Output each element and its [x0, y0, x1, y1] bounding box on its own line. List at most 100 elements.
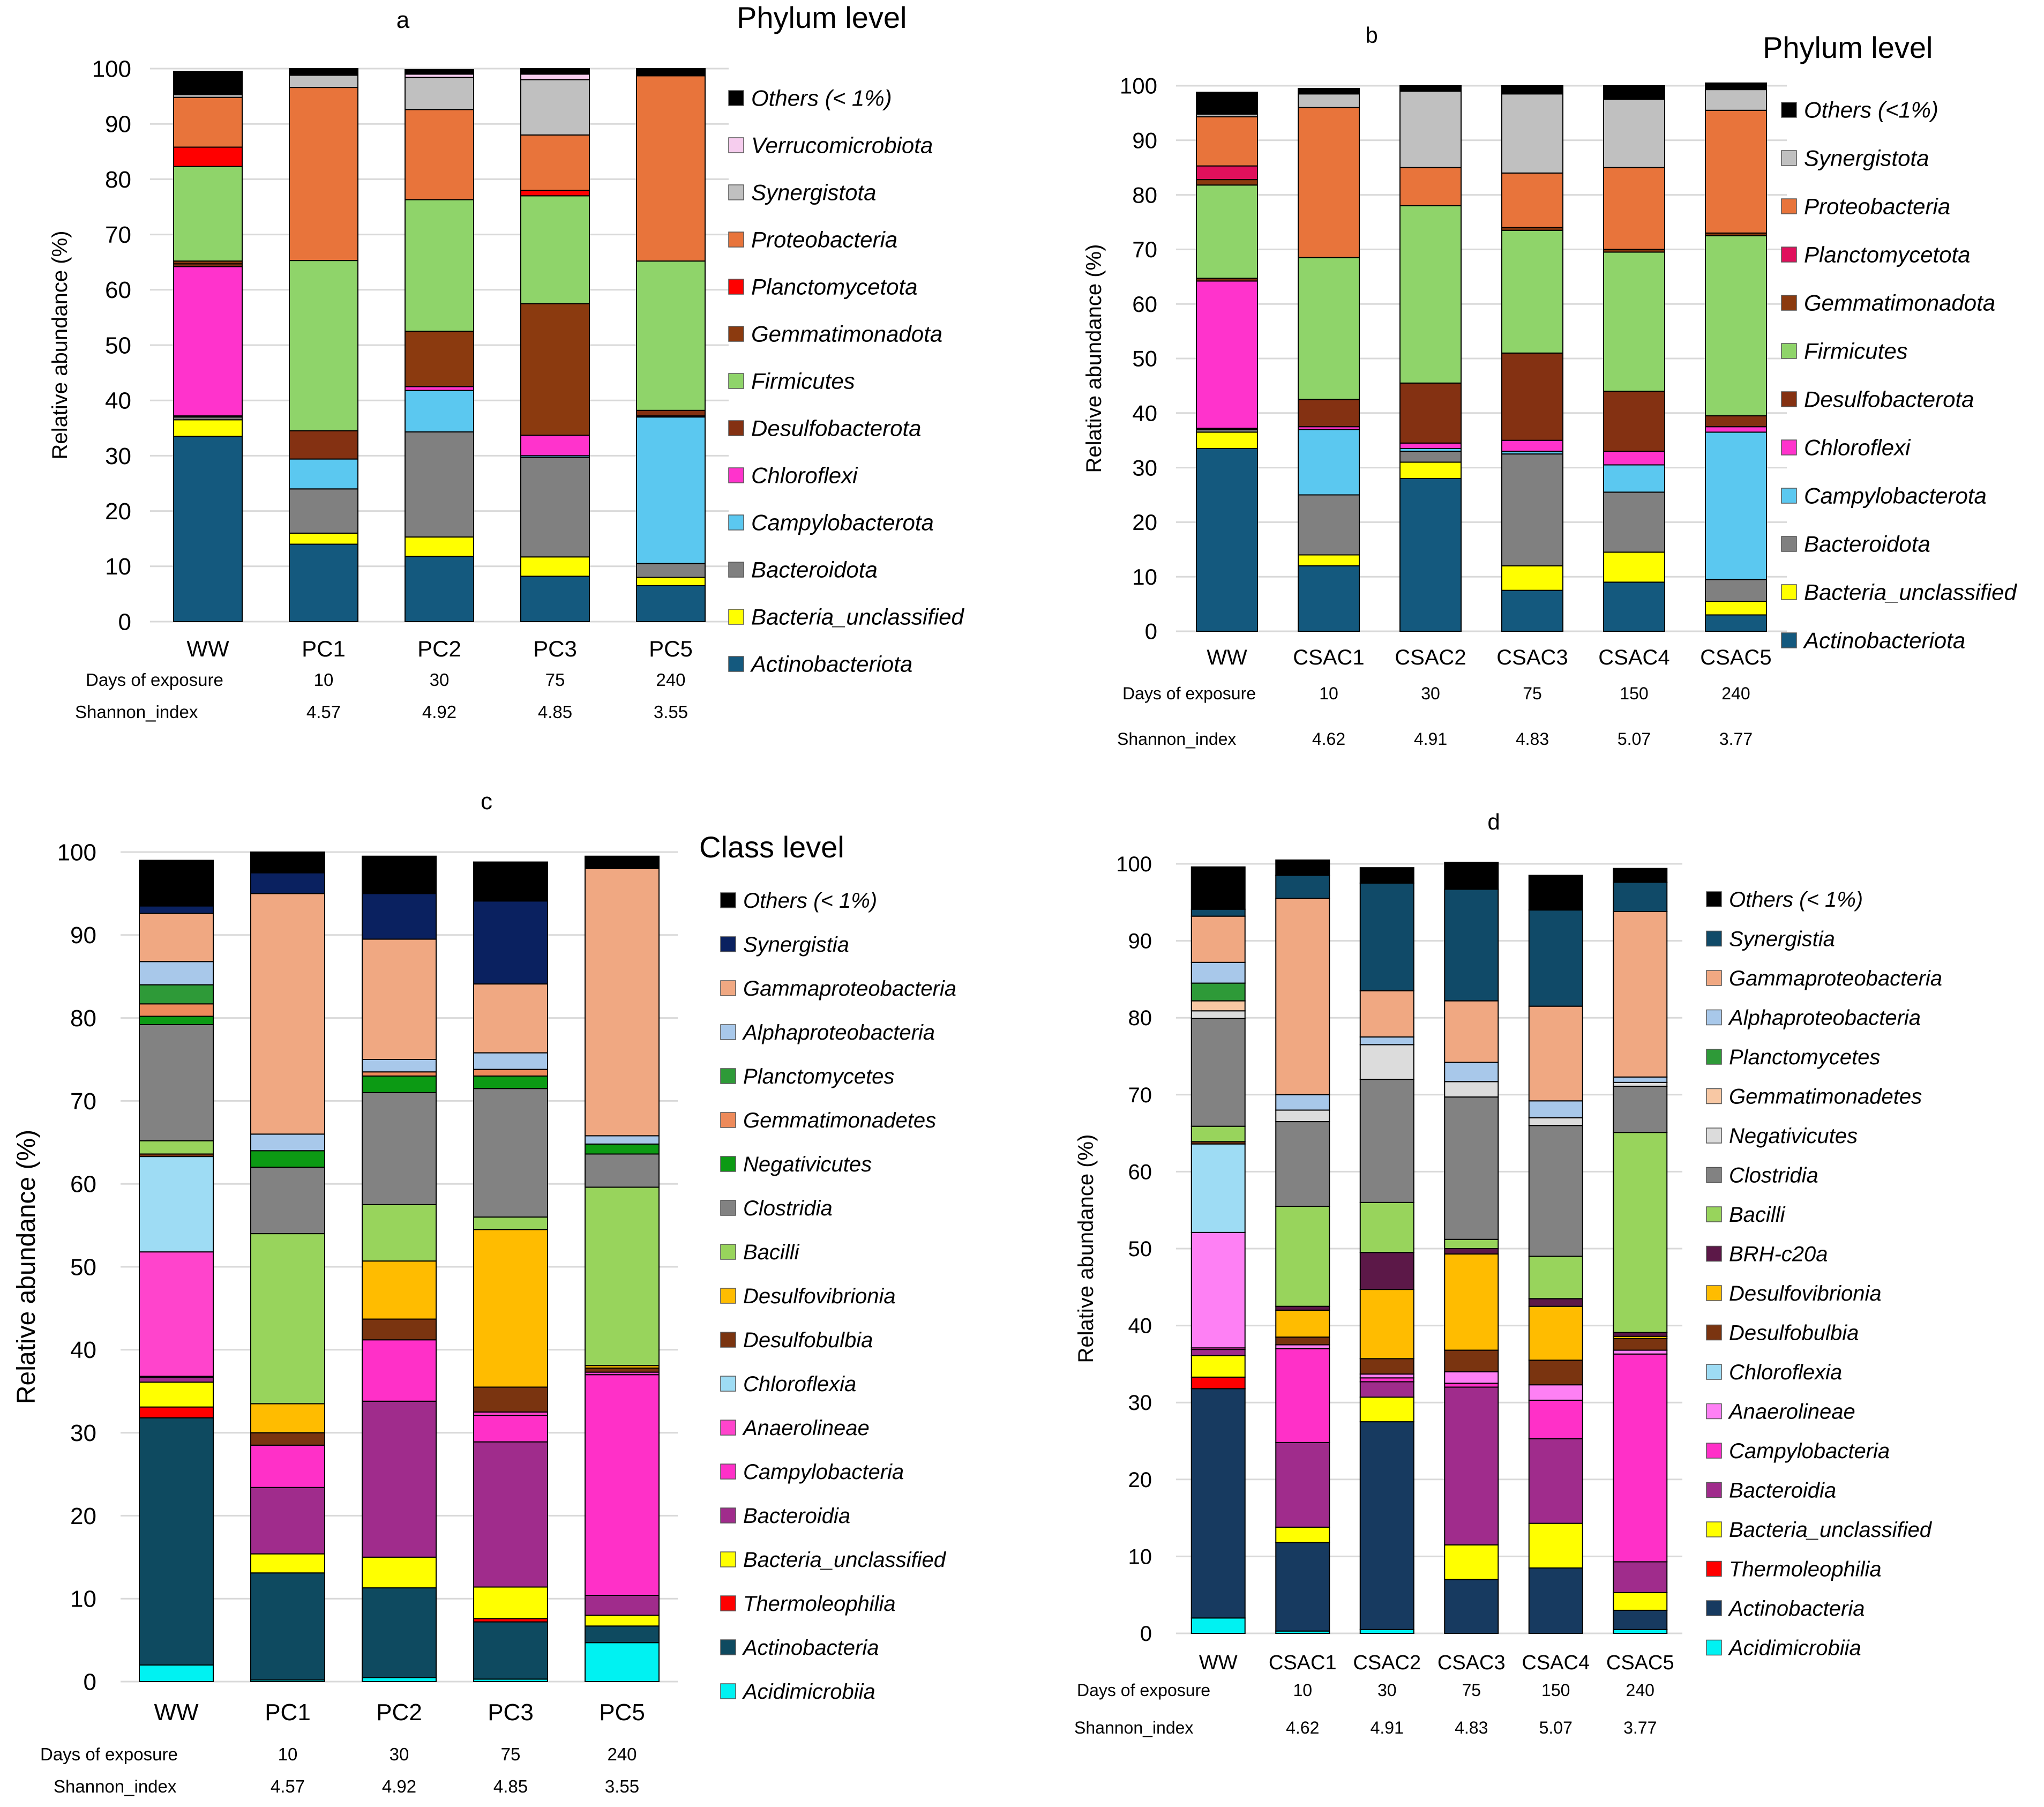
bar-segment-bacteria-unclassified [585, 1615, 660, 1627]
bar-segment-actinobacteriota [289, 543, 358, 623]
legend-swatch [720, 1463, 736, 1480]
legend-label: Bacteria_unclassified [751, 604, 965, 630]
legend-label: Proteobacteria [751, 227, 897, 252]
legend-swatch [1706, 1600, 1722, 1616]
shannon-row-label: Shannon_index [1074, 1718, 1193, 1737]
legend-swatch [728, 232, 744, 248]
days-value: 10 [314, 670, 334, 690]
bar-segment-desulfobulbia [362, 1318, 437, 1341]
bar-segment-chloroflexi [1196, 280, 1258, 429]
bar-segment-chloroflexi [1705, 426, 1767, 433]
legend-swatch [1706, 891, 1722, 907]
bar-segment-firmicutes [289, 260, 358, 431]
legend-swatch [1781, 632, 1797, 648]
days-value: 150 [1541, 1681, 1570, 1700]
y-tick-label: 30 [70, 1420, 96, 1446]
y-tick-label: 10 [105, 554, 131, 580]
bar-segment-proteobacteria [1501, 172, 1563, 228]
bar-segment-synergistia [1528, 909, 1583, 1007]
bar-segment-clostridia [139, 1024, 214, 1141]
bar-segment-alphaproteobacteria [473, 1052, 548, 1070]
bar-segment-bacteria-unclassified [1399, 461, 1462, 479]
bar-segment-actinobacteria [139, 1417, 214, 1666]
bar-segment-clostridia [585, 1153, 660, 1188]
legend-item: Thermoleophilia [720, 1592, 896, 1616]
bar-segment-others-1- [1298, 88, 1360, 95]
legend-swatch [720, 1024, 736, 1040]
bar-segment-campylobacterota [289, 458, 358, 490]
bar-segment-campylobacterota [1603, 464, 1665, 493]
bar-segment-desulfobacterota [636, 409, 706, 417]
legend-swatch [728, 184, 744, 200]
bar-segment-bacilli [1528, 1256, 1583, 1300]
bar-segment-synergistia [362, 893, 437, 940]
legend-swatch [728, 90, 744, 106]
days-value: 150 [1620, 684, 1648, 703]
shannon-value: 4.62 [1312, 729, 1345, 749]
bar-segment-bacteria-unclassified [1444, 1544, 1499, 1580]
bar-segment-others-1- [1275, 859, 1330, 876]
y-tick-label: 60 [70, 1171, 96, 1198]
legend-label: Planctomycetes [1729, 1046, 1880, 1069]
legend-label: Bacteria_unclassified [1804, 580, 2018, 605]
y-tick-label: 30 [1132, 455, 1157, 480]
legend-item: Proteobacteria [1781, 194, 1950, 219]
bar-segment-firmicutes [1298, 257, 1360, 400]
legend-label: Bacilli [1729, 1203, 1786, 1227]
bar-segment-negativicutes [1528, 1117, 1583, 1126]
shannon-row-label: Shannon_index [1117, 729, 1236, 749]
bar-segment-brh-c20a [1275, 1305, 1330, 1311]
bar-segment-bacteroidota [520, 457, 590, 558]
shannon-value: 4.92 [422, 702, 456, 722]
legend-label: Alphaproteobacteria [742, 1021, 935, 1044]
legend-label: Chloroflexia [1729, 1361, 1842, 1384]
bar-segment-others-1- [362, 855, 437, 894]
shannon-value: 4.92 [382, 1776, 416, 1796]
bar-segment-others-1- [1196, 92, 1258, 115]
bar-segment-proteobacteria [520, 134, 590, 191]
bar-segment-proteobacteria [1399, 167, 1462, 206]
bar-segment-others-1- [139, 860, 214, 907]
legend-swatch [1706, 1009, 1722, 1026]
shannon-value: 5.07 [1618, 729, 1651, 749]
y-axis-label: Relative abundance (%) [1074, 1134, 1098, 1363]
bar-segment-others-1- [1613, 868, 1668, 883]
bar-segment-proteobacteria [1298, 107, 1360, 258]
legend-label: Bacteroidota [751, 557, 878, 583]
bar-segment-synergistia [1191, 908, 1246, 917]
bar-segment-bacteroidota [1501, 453, 1563, 566]
legend-label: Planctomycetes [743, 1065, 894, 1088]
bar-segment-bacteroidia [473, 1441, 548, 1588]
bar-segment-planctomycetota [1196, 165, 1258, 181]
x-tick-label: WW [186, 636, 229, 661]
legend-label: Gammaproteobacteria [1729, 967, 1942, 990]
bar-segment-bacilli [1191, 1125, 1246, 1143]
bar-segment-gemmatimonadetes [139, 1003, 214, 1017]
y-tick-label: 60 [1132, 292, 1157, 317]
bar-segment-desulfobulbia [250, 1432, 325, 1446]
bar-segment-desulfobacterota [1298, 399, 1360, 428]
legend-swatch [1781, 536, 1797, 552]
legend-item: Planctomycetota [1781, 242, 1971, 267]
x-tick-label: WW [1199, 1652, 1238, 1674]
bar-segment-alphaproteobacteria [1528, 1100, 1583, 1118]
legend-swatch [720, 980, 736, 996]
bar-segment-campylobacteria [250, 1444, 325, 1488]
legend-swatch [1706, 1364, 1722, 1380]
y-tick-label: 100 [92, 56, 131, 82]
bar-segment-others-1- [250, 852, 325, 873]
legend-swatch [728, 326, 744, 342]
legend-swatch [728, 279, 744, 295]
legend-item: Verrucomicrobiota [728, 133, 933, 158]
legend-label: Bacteria_unclassified [743, 1548, 947, 1572]
bar-segment-others-1- [636, 68, 706, 77]
bar-segment-bacteroidota [405, 431, 474, 538]
bar-segment-actinobacteriota [1399, 477, 1462, 632]
bar-segment-synergistia [473, 900, 548, 985]
y-tick-label: 80 [105, 167, 131, 193]
legend-item: Acidimicrobiia [1706, 1637, 1861, 1660]
legend-swatch [1706, 1560, 1722, 1577]
legend-item: Campylobacteria [720, 1460, 904, 1484]
days-value: 30 [1377, 1681, 1397, 1700]
legend-label: Negativicutes [1729, 1124, 1858, 1148]
